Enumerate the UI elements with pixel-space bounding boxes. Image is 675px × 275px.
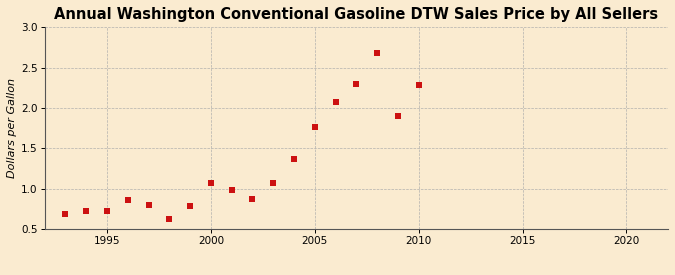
- Point: [268, 181, 279, 185]
- Point: [393, 114, 404, 118]
- Point: [351, 82, 362, 86]
- Point: [164, 216, 175, 221]
- Y-axis label: Dollars per Gallon: Dollars per Gallon: [7, 78, 17, 178]
- Point: [330, 100, 341, 104]
- Point: [205, 181, 216, 185]
- Point: [122, 198, 133, 202]
- Title: Annual Washington Conventional Gasoline DTW Sales Price by All Sellers: Annual Washington Conventional Gasoline …: [54, 7, 658, 22]
- Point: [81, 209, 92, 214]
- Point: [60, 211, 71, 216]
- Point: [413, 82, 424, 87]
- Point: [247, 197, 258, 202]
- Point: [226, 188, 237, 192]
- Point: [309, 124, 320, 129]
- Point: [289, 157, 300, 161]
- Point: [102, 209, 113, 214]
- Point: [143, 203, 154, 207]
- Point: [372, 51, 383, 55]
- Point: [185, 204, 196, 208]
